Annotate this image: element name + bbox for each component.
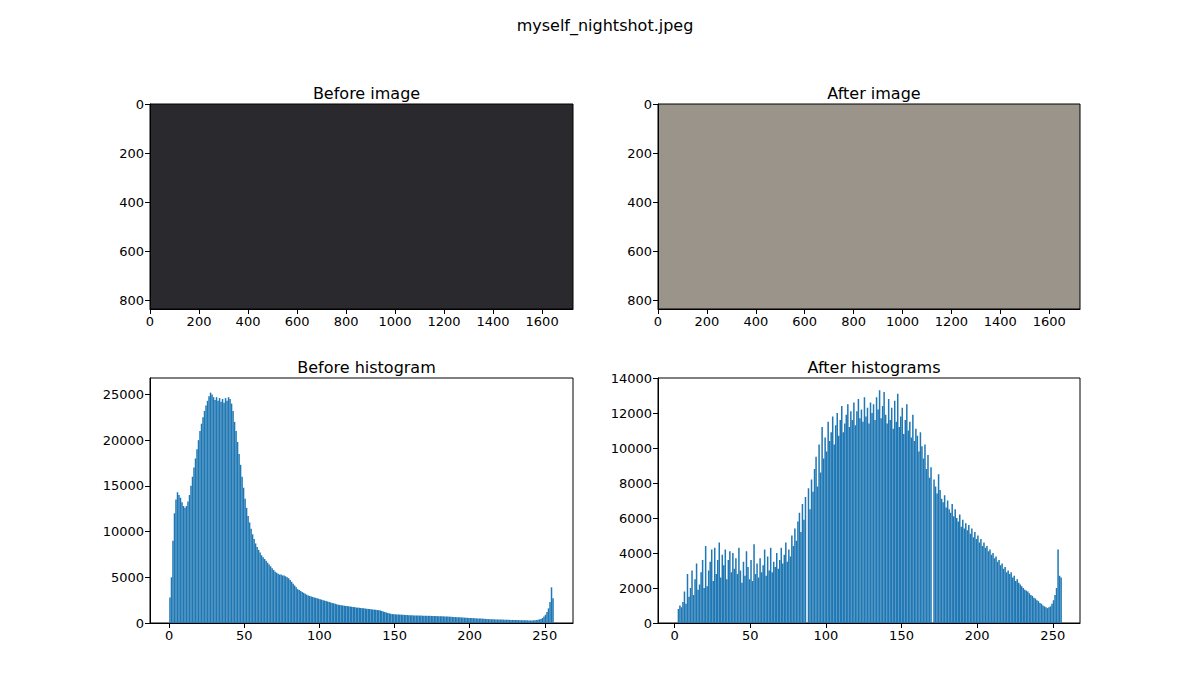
- svg-text:0: 0: [644, 616, 652, 631]
- svg-text:600: 600: [285, 314, 310, 329]
- svg-text:After image: After image: [827, 84, 920, 103]
- svg-text:0: 0: [165, 628, 173, 643]
- svg-text:25000: 25000: [103, 387, 144, 402]
- svg-text:200: 200: [965, 628, 990, 643]
- svg-text:50: 50: [742, 628, 759, 643]
- svg-text:10000: 10000: [103, 524, 144, 539]
- svg-text:0: 0: [146, 314, 154, 329]
- svg-text:200: 200: [119, 146, 144, 161]
- svg-text:1400: 1400: [984, 314, 1017, 329]
- svg-text:2000: 2000: [619, 581, 652, 596]
- svg-text:20000: 20000: [103, 433, 144, 448]
- svg-text:100: 100: [813, 628, 838, 643]
- svg-text:600: 600: [792, 314, 817, 329]
- svg-text:10000: 10000: [611, 441, 652, 456]
- svg-text:50: 50: [236, 628, 253, 643]
- svg-text:1000: 1000: [379, 314, 412, 329]
- svg-text:1600: 1600: [1033, 314, 1066, 329]
- svg-text:0: 0: [670, 628, 678, 643]
- svg-text:250: 250: [1040, 628, 1065, 643]
- svg-text:1200: 1200: [935, 314, 968, 329]
- svg-text:400: 400: [236, 314, 261, 329]
- svg-text:0: 0: [644, 97, 652, 112]
- svg-text:6000: 6000: [619, 511, 652, 526]
- svg-text:150: 150: [382, 628, 407, 643]
- svg-text:600: 600: [119, 244, 144, 259]
- svg-text:800: 800: [334, 314, 359, 329]
- svg-text:400: 400: [119, 195, 144, 210]
- svg-text:myself_nightshot.jpeg: myself_nightshot.jpeg: [517, 16, 694, 36]
- svg-text:400: 400: [743, 314, 768, 329]
- svg-text:100: 100: [307, 628, 332, 643]
- svg-text:5000: 5000: [111, 570, 144, 585]
- svg-text:200: 200: [457, 628, 482, 643]
- svg-text:800: 800: [841, 314, 866, 329]
- svg-text:400: 400: [627, 195, 652, 210]
- svg-text:800: 800: [627, 293, 652, 308]
- svg-text:12000: 12000: [611, 406, 652, 421]
- svg-text:150: 150: [889, 628, 914, 643]
- svg-text:200: 200: [694, 314, 719, 329]
- svg-text:1200: 1200: [428, 314, 461, 329]
- svg-text:0: 0: [654, 314, 662, 329]
- svg-text:600: 600: [627, 244, 652, 259]
- svg-text:14000: 14000: [611, 371, 652, 386]
- svg-text:0: 0: [136, 97, 144, 112]
- svg-text:8000: 8000: [619, 476, 652, 491]
- svg-text:0: 0: [136, 616, 144, 631]
- svg-text:4000: 4000: [619, 546, 652, 561]
- svg-text:1600: 1600: [526, 314, 559, 329]
- svg-text:After histograms: After histograms: [808, 358, 941, 377]
- svg-text:1400: 1400: [477, 314, 510, 329]
- svg-text:15000: 15000: [103, 478, 144, 493]
- svg-text:Before histogram: Before histogram: [297, 358, 436, 377]
- svg-text:200: 200: [187, 314, 212, 329]
- svg-text:1000: 1000: [886, 314, 919, 329]
- svg-text:250: 250: [532, 628, 557, 643]
- svg-text:Before image: Before image: [313, 84, 420, 103]
- svg-text:200: 200: [627, 146, 652, 161]
- svg-text:800: 800: [119, 293, 144, 308]
